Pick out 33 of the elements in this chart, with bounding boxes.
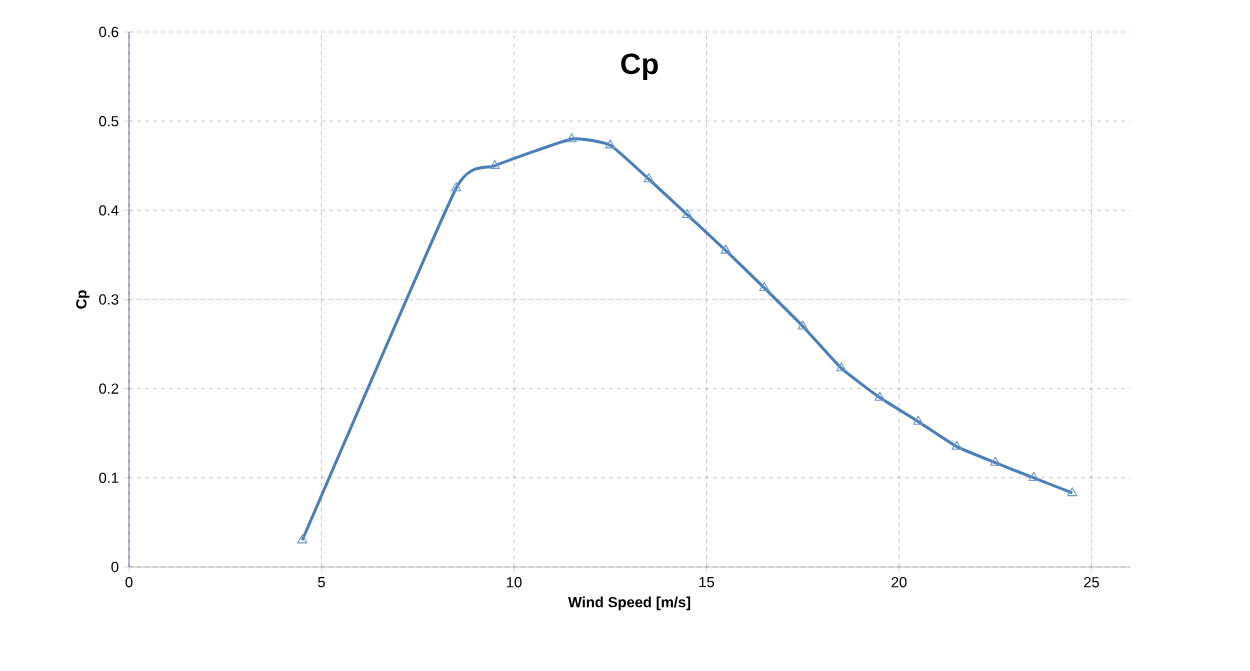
y-tick-label: 0.1	[99, 472, 119, 484]
point	[797, 320, 808, 330]
point	[1067, 487, 1078, 497]
x-tick-label: 0	[125, 577, 133, 588]
point	[643, 173, 654, 183]
y-axis-title: Cp	[76, 290, 90, 309]
x-tick-label: 15	[699, 577, 715, 588]
y-tick-label: 0	[111, 561, 119, 573]
point	[990, 456, 1001, 466]
point	[759, 282, 770, 292]
point	[951, 440, 962, 450]
x-axis-title: Wind Speed [m/s]	[568, 596, 691, 611]
y-tick-label: 0.6	[99, 26, 119, 38]
y-tick-label: 0.4	[99, 205, 119, 216]
point	[605, 139, 616, 149]
point	[489, 159, 500, 169]
point	[451, 182, 462, 192]
point	[1028, 471, 1039, 482]
point	[566, 133, 577, 143]
point	[913, 415, 924, 425]
x-tick-label: 5	[318, 577, 325, 588]
point	[720, 244, 731, 254]
text: Cp	[621, 53, 658, 81]
x-tick-label: 25	[1084, 577, 1100, 588]
x-tick-label: 10	[506, 577, 522, 588]
y-tick-label: 0.5	[99, 115, 119, 127]
point	[836, 362, 847, 372]
y-tick-label: 0.3	[99, 294, 119, 305]
point	[297, 534, 308, 544]
y-tick-label: 0.2	[99, 383, 119, 394]
x-tick-label: 20	[891, 577, 907, 588]
point	[874, 391, 885, 401]
point	[682, 208, 693, 218]
